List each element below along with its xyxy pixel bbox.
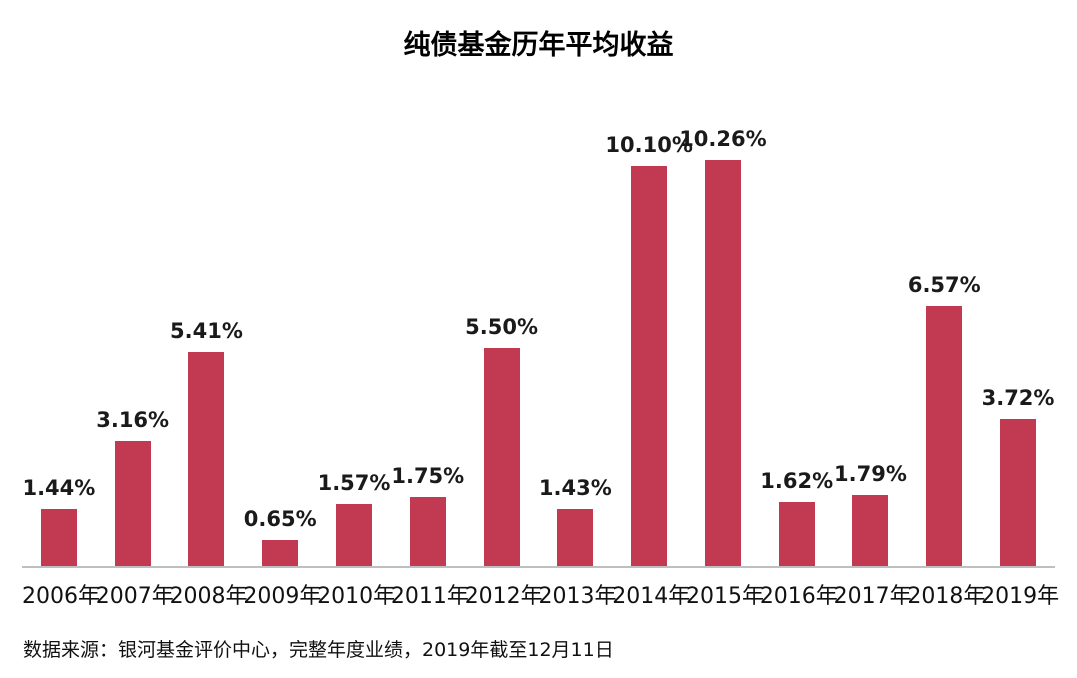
- bar-column: 10.10%: [605, 133, 693, 566]
- bar: [409, 496, 446, 566]
- bar-column: 1.44%: [22, 476, 96, 566]
- x-axis-label: 2018年: [907, 584, 986, 609]
- bar-column: 5.50%: [465, 315, 539, 566]
- bar-value-label: 6.57%: [907, 272, 981, 297]
- bar-column: 5.41%: [170, 319, 244, 566]
- bar-column: 6.57%: [907, 273, 981, 566]
- x-axis-label: 2013年: [538, 584, 617, 609]
- bar-value-label: 1.62%: [760, 468, 834, 493]
- bar: [852, 495, 889, 566]
- bar-column: 1.75%: [391, 464, 465, 566]
- bar: [1000, 418, 1037, 566]
- bar-column: 0.65%: [243, 507, 317, 566]
- bar: [778, 501, 815, 566]
- bar-value-label: 3.16%: [96, 407, 170, 432]
- bar-column: 3.16%: [96, 408, 170, 566]
- bar-column: 1.43%: [538, 476, 612, 566]
- x-axis: 2006年 2007年 2008年 2009年 2010年 2011年 2012年 2013年…: [22, 566, 1060, 610]
- bar: [926, 305, 963, 566]
- x-axis-label: 2011年: [390, 584, 469, 609]
- bar-value-label: 10.10%: [605, 132, 693, 157]
- bar: [704, 159, 741, 566]
- bar-value-label: 3.72%: [981, 385, 1055, 410]
- chart-area: 1.44% 3.16% 5.41% 0.65% 1.57% 1.75% 5.50% 1.43%…: [0, 90, 1077, 610]
- x-axis-label: 2016年: [759, 584, 838, 609]
- bar: [114, 440, 151, 566]
- bar: [262, 540, 299, 566]
- bar-value-label: 1.57%: [317, 470, 391, 495]
- bar: [631, 166, 668, 566]
- x-axis-label: 2017年: [833, 584, 912, 609]
- x-axis-label: 2009年: [243, 584, 322, 609]
- x-axis-label: 2010年: [317, 584, 396, 609]
- bar-value-label: 1.75%: [391, 463, 465, 488]
- bar-value-label: 1.43%: [538, 476, 612, 501]
- bar: [188, 351, 225, 566]
- x-axis-label: 2019年: [981, 584, 1060, 609]
- bar-column: 1.79%: [834, 462, 908, 566]
- bar-column: 1.57%: [317, 471, 391, 566]
- bar: [557, 509, 594, 566]
- bar-value-label: 10.26%: [679, 126, 767, 151]
- bar-value-label: 0.65%: [243, 507, 317, 532]
- bar-value-label: 1.79%: [834, 461, 907, 486]
- plot-area: 1.44% 3.16% 5.41% 0.65% 1.57% 1.75% 5.50% 1.43%…: [22, 90, 1055, 566]
- bar-value-label: 1.44%: [22, 475, 96, 500]
- x-axis-label: 2008年: [169, 584, 248, 609]
- x-axis-label: 2014年: [612, 584, 691, 609]
- bar-value-label: 5.50%: [465, 315, 538, 340]
- x-axis-label: 2006年: [22, 584, 100, 609]
- bar: [40, 509, 77, 566]
- source-note: 数据来源：银河基金评价中心，完整年度业绩，2019年截至12月11日: [23, 639, 614, 661]
- chart-title: 纯债基金历年平均收益: [403, 30, 674, 61]
- x-axis-label: 2007年: [95, 584, 174, 609]
- bar-column: 1.62%: [760, 469, 834, 566]
- bar: [483, 348, 520, 566]
- bar-value-label: 5.41%: [170, 318, 243, 343]
- bar-column: 10.26%: [679, 127, 767, 566]
- x-axis-label: 2012年: [464, 584, 543, 609]
- x-axis-label: 2015年: [686, 584, 765, 609]
- bar: [336, 503, 373, 566]
- bar-column: 3.72%: [981, 386, 1055, 566]
